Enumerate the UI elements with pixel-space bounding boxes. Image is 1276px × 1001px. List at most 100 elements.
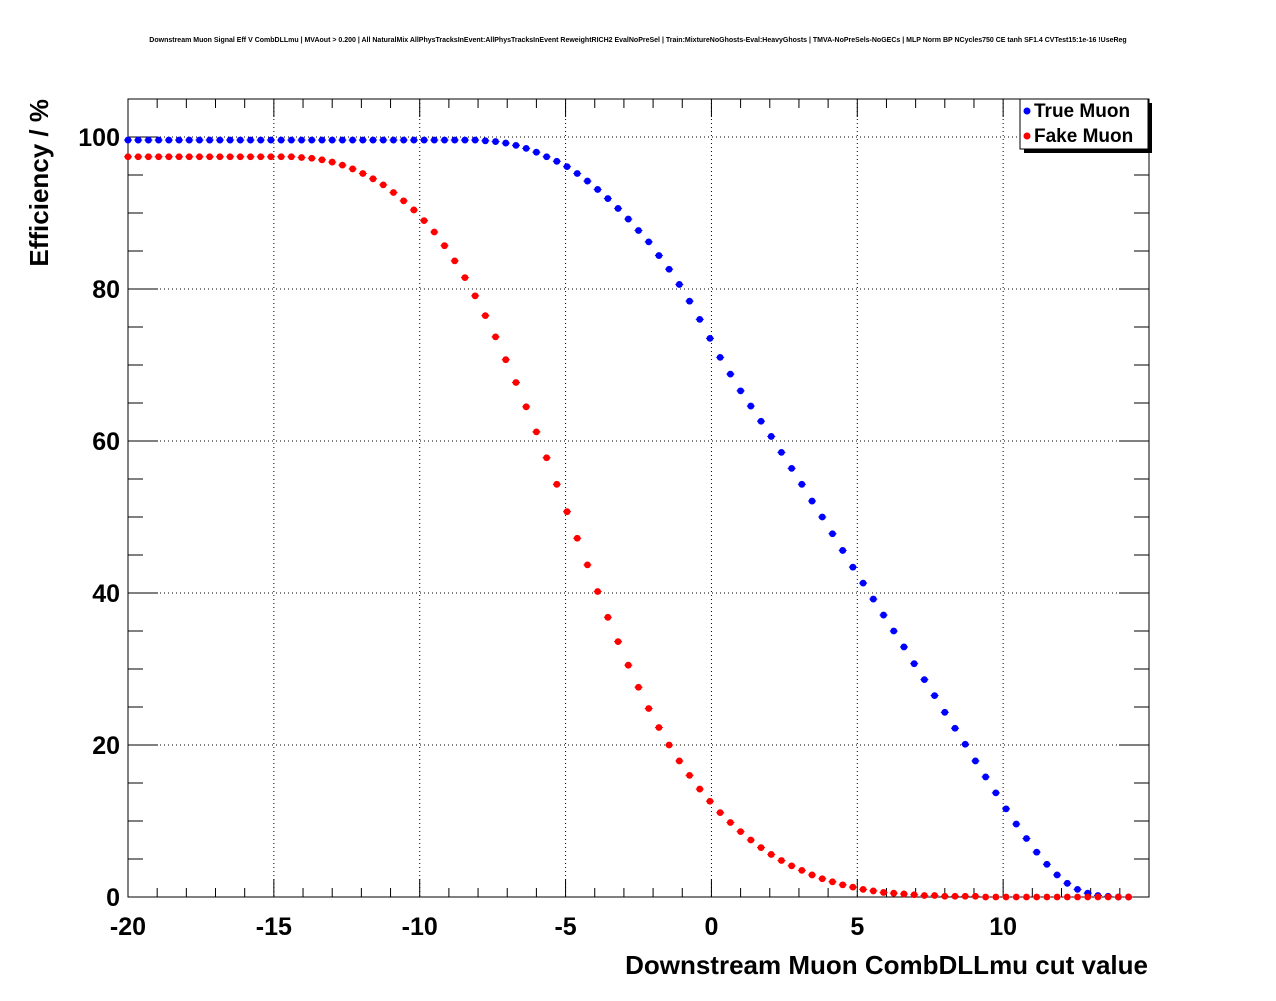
data-point	[236, 153, 244, 161]
data-point	[216, 153, 224, 161]
y-tick-label: 0	[106, 884, 120, 912]
data-point	[400, 136, 408, 144]
data-point	[553, 480, 561, 488]
data-point	[502, 356, 510, 364]
data-point	[869, 887, 877, 895]
data-point	[349, 136, 357, 144]
data-point	[492, 333, 499, 341]
data-point	[298, 136, 305, 144]
data-point	[206, 136, 214, 144]
data-point	[512, 379, 520, 386]
data-point	[747, 402, 755, 410]
data-point	[257, 153, 265, 161]
data-point	[982, 893, 990, 901]
data-point	[481, 312, 489, 319]
data-point	[900, 643, 908, 651]
data-point	[645, 238, 653, 246]
data-point	[757, 844, 765, 851]
data-point	[992, 893, 1000, 901]
data-point	[686, 772, 693, 779]
data-point	[1023, 893, 1030, 901]
legend-marker-true-muon	[1023, 107, 1031, 115]
data-point	[563, 508, 571, 516]
data-point	[686, 297, 693, 305]
data-point	[655, 252, 663, 259]
data-point	[430, 228, 438, 236]
data-point	[941, 892, 949, 900]
data-point	[808, 871, 816, 879]
x-axis-title: Downstream Muon CombDLLmu cut value	[625, 950, 1148, 980]
data-point	[706, 797, 714, 805]
data-point	[972, 892, 979, 900]
data-point	[778, 449, 785, 456]
y-axis-title: Efficiency / %	[24, 99, 54, 267]
data-point	[849, 563, 857, 571]
data-point	[533, 428, 540, 436]
data-point	[277, 136, 285, 144]
data-point	[390, 136, 397, 144]
x-tick-label: -15	[256, 913, 292, 941]
data-point	[369, 175, 377, 183]
data-point	[400, 197, 408, 205]
data-point	[318, 136, 326, 144]
data-point	[441, 136, 448, 144]
data-point	[492, 138, 499, 145]
data-point	[543, 153, 551, 161]
data-point	[481, 137, 489, 145]
data-point	[920, 892, 928, 899]
data-point	[1002, 893, 1010, 901]
data-point	[665, 265, 673, 273]
data-point	[257, 136, 265, 144]
data-point	[645, 705, 653, 712]
data-point	[1125, 893, 1132, 901]
data-point	[931, 892, 938, 899]
series-fake-muon	[124, 153, 1133, 901]
data-point	[318, 156, 326, 164]
data-point	[522, 403, 530, 411]
data-point	[767, 851, 775, 858]
data-point	[441, 242, 448, 250]
data-point	[420, 136, 428, 144]
data-point	[869, 595, 877, 603]
data-point	[1023, 835, 1030, 842]
data-point	[961, 892, 969, 900]
data-point	[1033, 893, 1041, 901]
data-point	[992, 789, 1000, 797]
data-point	[859, 579, 867, 587]
data-point	[982, 773, 990, 781]
legend-label-true-muon: True Muon	[1034, 101, 1130, 122]
data-point	[124, 136, 132, 144]
x-tick-label: 5	[850, 913, 864, 941]
legend-marker-fake-muon	[1023, 132, 1031, 140]
data-point	[339, 136, 346, 144]
axis-ticks	[127, 98, 1150, 898]
data-point	[277, 153, 285, 161]
data-point	[206, 153, 214, 161]
data-point	[778, 857, 785, 864]
data-point	[522, 145, 530, 152]
data-point	[726, 370, 734, 378]
data-point	[961, 740, 969, 748]
data-point	[849, 883, 857, 891]
data-point	[349, 165, 357, 173]
data-point	[635, 227, 642, 234]
series-true-muon	[124, 136, 1133, 901]
data-point	[308, 136, 316, 144]
data-point	[359, 170, 367, 177]
data-point	[716, 809, 724, 817]
data-point	[839, 547, 847, 554]
data-point	[533, 148, 540, 156]
data-point	[726, 819, 734, 826]
data-point	[430, 136, 438, 144]
data-point	[624, 215, 632, 223]
chart-title: Downstream Muon Signal Eff V CombDLLmu |…	[149, 37, 1126, 44]
data-point	[1053, 871, 1061, 879]
data-point	[951, 724, 959, 732]
data-point	[563, 163, 571, 171]
data-point	[267, 153, 275, 161]
data-point	[410, 206, 418, 214]
x-tick-label: 10	[989, 913, 1017, 941]
data-point	[808, 497, 816, 505]
data-point	[1063, 893, 1071, 901]
